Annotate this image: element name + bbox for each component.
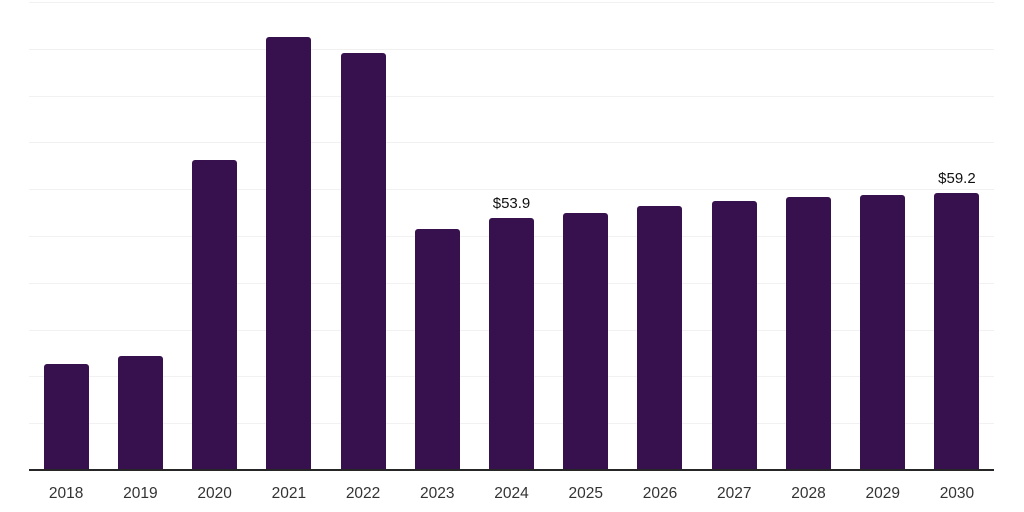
x-tick-label-2030: 2030 <box>939 485 975 502</box>
gridline <box>29 142 994 144</box>
bar-slot-2028 <box>771 2 845 470</box>
bar-2022 <box>340 53 386 470</box>
bar-slot-2019 <box>103 2 177 470</box>
bar-slot-2026 <box>623 2 697 470</box>
bar-2028 <box>785 197 831 470</box>
bar-slot-2022 <box>326 2 400 470</box>
x-tick-label-2022: 2022 <box>345 485 381 502</box>
bar-2020 <box>192 159 238 470</box>
bars-container: $53.9 $59.2 <box>29 2 994 470</box>
x-tick-label-2028: 2028 <box>791 485 826 502</box>
bar-2024 <box>489 217 535 470</box>
bar-slot-2021 <box>252 2 326 470</box>
gridline <box>29 2 994 3</box>
bar-slot-2020 <box>177 2 251 470</box>
bar-2026 <box>637 206 683 470</box>
bar-slot-2029 <box>846 2 920 470</box>
x-tick-label-2026: 2026 <box>642 485 678 502</box>
bar-slot-2030: $59.2 <box>920 2 994 470</box>
bar-2019 <box>117 356 163 470</box>
bar-slot-2018 <box>29 2 103 470</box>
x-tick-label-2029: 2029 <box>865 485 900 502</box>
gridline <box>29 95 994 97</box>
plot-area: $53.9 $59.2 <box>29 2 994 470</box>
x-tick-label-2019: 2019 <box>123 485 158 502</box>
bar-slot-2024: $53.9 <box>474 2 548 470</box>
data-label-2030: $59.2 <box>938 169 976 187</box>
bar-2023 <box>414 228 460 470</box>
x-axis-labels: 2018 2019 2020 2021 2022 2023 2024 2025 2026 2027… <box>29 485 994 502</box>
bar-2030 <box>934 192 980 470</box>
x-tick-label-2018: 2018 <box>48 485 84 502</box>
bar-2021 <box>266 37 312 470</box>
bar-2025 <box>563 212 609 470</box>
x-axis-line <box>29 469 994 471</box>
bar-slot-2025 <box>549 2 623 470</box>
bar-slot-2023 <box>400 2 474 470</box>
gridline <box>29 189 994 191</box>
x-tick-label-2023: 2023 <box>420 485 455 502</box>
bar-2018 <box>43 364 89 470</box>
x-tick-label-2025: 2025 <box>568 485 603 502</box>
data-label-2024: $53.9 <box>492 194 531 212</box>
x-tick-label-2027: 2027 <box>716 485 752 502</box>
x-tick-label-2020: 2020 <box>197 485 232 502</box>
bar-2027 <box>711 201 757 470</box>
gridline <box>29 48 994 50</box>
x-tick-label-2021: 2021 <box>271 485 307 502</box>
bar-slot-2027 <box>697 2 771 470</box>
x-tick-label-2024: 2024 <box>494 485 529 502</box>
bar-2029 <box>860 195 906 470</box>
